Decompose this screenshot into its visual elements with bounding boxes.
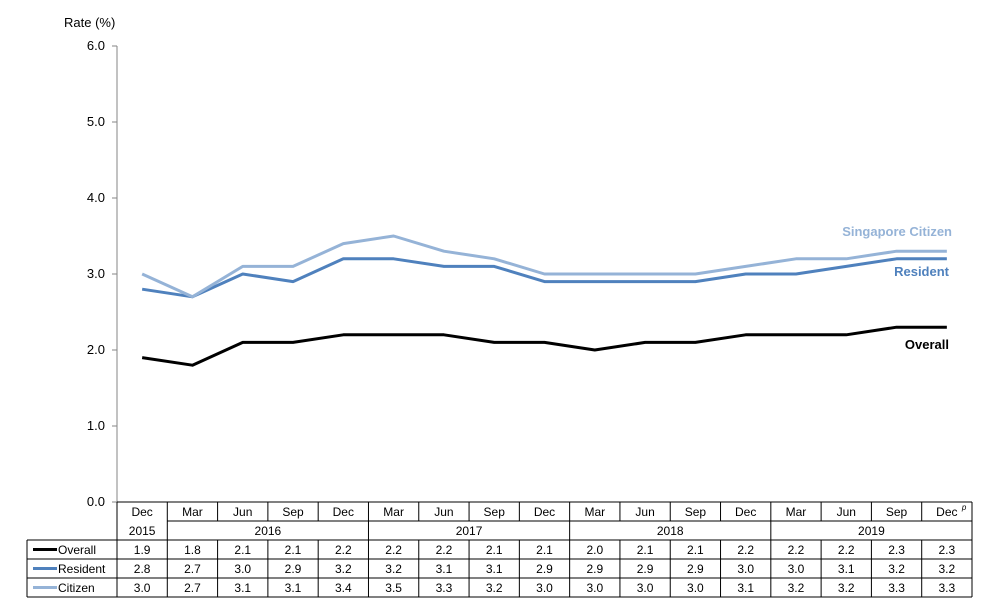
table-cell: 1.9 [134,543,151,557]
table-cell: 2.0 [586,543,603,557]
table-cell: 2.2 [335,543,352,557]
table-cell: 3.1 [737,581,754,595]
table-cell: 3.2 [939,562,956,576]
table-cell: 2.1 [637,543,654,557]
table-cell: 2.1 [234,543,251,557]
y-tick-label: 6.0 [87,38,105,53]
x-tick-label: Sep [886,505,908,519]
table-cell: 3.0 [536,581,553,595]
table-cell: 3.2 [385,562,402,576]
table-cell: 3.4 [335,581,352,595]
series-label-overall: Overall [905,337,949,352]
y-axis-title: Rate (%) [64,15,115,30]
table-cell: 2.3 [888,543,905,557]
x-tick-label: Sep [484,505,506,519]
y-tick-label: 2.0 [87,342,105,357]
table-cell: 2.1 [687,543,704,557]
table-cell: 2.2 [737,543,754,557]
y-tick-label: 1.0 [87,418,105,433]
x-tick-label: Mar [786,505,807,519]
table-cell: 3.2 [888,562,905,576]
x-tick-label: Dec [333,505,354,519]
x-tick-label: Dec [936,505,957,519]
table-cell: 2.1 [285,543,302,557]
table-cell: 2.7 [184,581,201,595]
footnote-mark: p [961,503,967,512]
year-label: 2015 [129,524,156,538]
y-tick-label: 0.0 [87,494,105,509]
table-cell: 2.8 [134,562,151,576]
table-cell: 2.1 [536,543,553,557]
table-cell: 1.8 [184,543,201,557]
data-table: Dec Mar Jun Sep Dec Mar Jun Sep Dec Mar Jun Sep Dec M… [26,501,973,598]
series-label-citizen: Singapore Citizen [842,224,952,239]
x-tick-label: Dec [534,505,555,519]
table-cell: 3.3 [939,581,956,595]
table-cell: 2.9 [637,562,654,576]
table-cell: 3.2 [788,581,805,595]
series-label-resident: Resident [894,264,950,279]
table-cell: 2.2 [788,543,805,557]
table-cell: 2.7 [184,562,201,576]
x-tick-label: Jun [434,505,453,519]
table-cell: 3.2 [838,581,855,595]
x-tick-label: Jun [837,505,856,519]
y-axis: 0.0 1.0 2.0 3.0 4.0 5.0 6.0 [87,38,118,509]
x-tick-label: Sep [282,505,304,519]
y-tick-label: 5.0 [87,114,105,129]
y-tick-label: 4.0 [87,190,105,205]
table-cell: 2.1 [486,543,503,557]
table-cell: 3.0 [134,581,151,595]
x-tick-label: Mar [383,505,404,519]
x-tick-label: Mar [182,505,203,519]
series-line-citizen [141,234,947,299]
x-tick-label: Jun [233,505,252,519]
x-tick-label: Sep [685,505,707,519]
series-group: Overall Resident Singapore Citizen [141,224,952,367]
table-cell: 3.0 [737,562,754,576]
table-cell: 2.9 [285,562,302,576]
table-cell: 3.2 [486,581,503,595]
table-cell: 3.3 [436,581,453,595]
table-cell: 2.2 [385,543,402,557]
row-label-resident: Resident [58,562,106,576]
x-tick-label: Dec [735,505,756,519]
table-cell: 2.3 [939,543,956,557]
table-cell: 3.1 [285,581,302,595]
table-cell: 3.1 [486,562,503,576]
year-label: 2019 [858,524,885,538]
x-tick-label: Mar [584,505,605,519]
y-tick-label: 3.0 [87,266,105,281]
year-label: 2016 [255,524,282,538]
series-line-resident [141,257,947,299]
table-cell: 3.0 [687,581,704,595]
table-cell: 3.0 [586,581,603,595]
table-cell: 2.2 [838,543,855,557]
table-cell: 2.9 [586,562,603,576]
table-cell: 3.0 [234,562,251,576]
table-cell: 3.0 [788,562,805,576]
row-label-citizen: Citizen [58,581,95,595]
table-cell: 3.1 [234,581,251,595]
table-cell: 3.5 [385,581,402,595]
year-label: 2017 [456,524,483,538]
table-cell: 2.9 [536,562,553,576]
table-cell: 3.1 [838,562,855,576]
series-line-overall [141,325,947,367]
x-tick-label: Dec [131,505,152,519]
year-label: 2018 [657,524,684,538]
table-cell: 3.2 [335,562,352,576]
x-tick-label: Jun [635,505,654,519]
table-cell: 2.2 [436,543,453,557]
table-cell: 2.9 [687,562,704,576]
table-cell: 3.3 [888,581,905,595]
table-cell: 3.0 [637,581,654,595]
row-label-overall: Overall [58,543,96,557]
table-cell: 3.1 [436,562,453,576]
